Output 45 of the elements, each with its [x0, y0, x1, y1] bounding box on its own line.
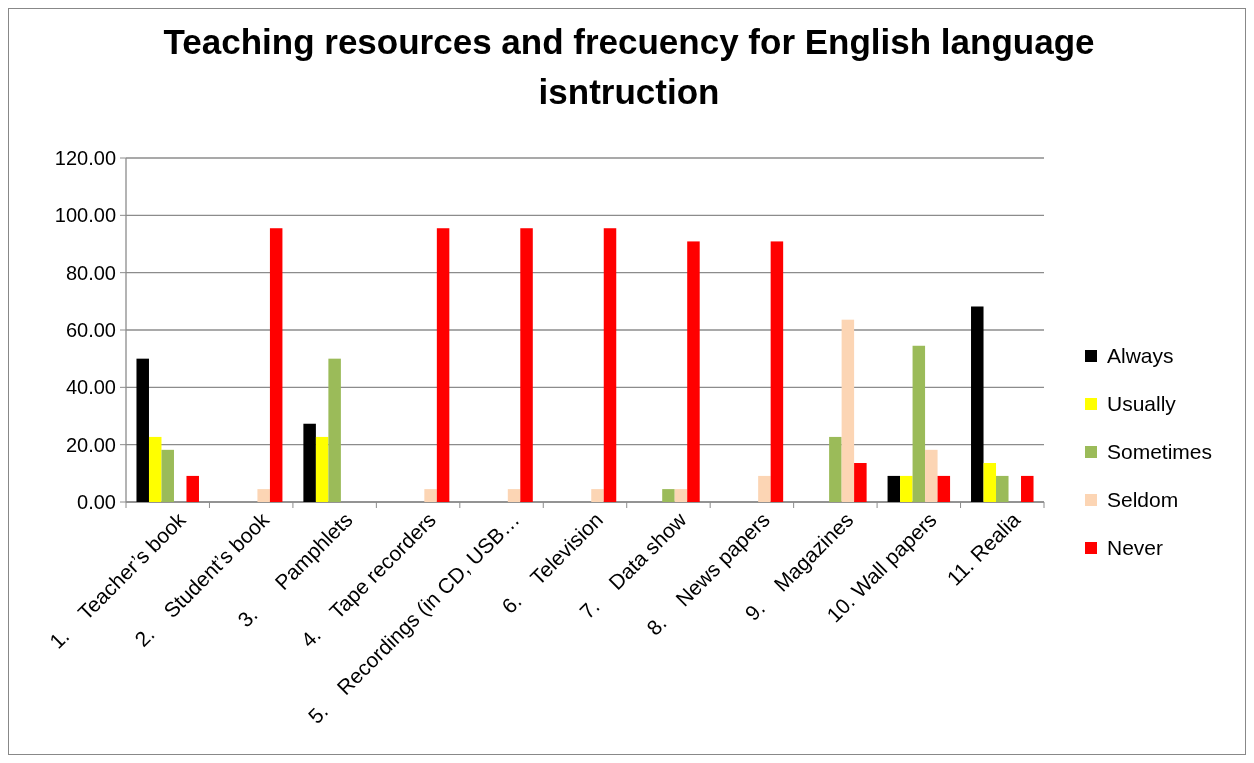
legend-label: Seldom — [1107, 488, 1179, 512]
bar — [900, 475, 913, 502]
y-tick-label: 120.00 — [54, 147, 116, 169]
y-tick-label: 20.00 — [65, 433, 116, 456]
y-tick-label: 100.00 — [54, 204, 116, 227]
bar — [841, 319, 855, 502]
y-tick-label: 0.00 — [77, 491, 116, 513]
legend-label: Sometimes — [1107, 440, 1213, 464]
bar — [257, 489, 270, 502]
bar — [520, 228, 533, 502]
bar — [328, 358, 341, 502]
bar — [591, 489, 604, 502]
bar — [829, 436, 842, 502]
bar — [971, 306, 984, 502]
bar — [161, 449, 174, 502]
bar — [1021, 475, 1034, 502]
bar — [315, 436, 329, 502]
bar — [770, 241, 784, 502]
bar — [436, 228, 450, 502]
bar — [687, 241, 700, 502]
bar — [424, 489, 437, 502]
bar — [937, 475, 951, 502]
y-tick-label: 80.00 — [65, 261, 116, 284]
bar — [662, 489, 675, 502]
legend-label: Always — [1107, 344, 1174, 368]
legend-label: Usually — [1107, 392, 1177, 416]
bar — [912, 345, 926, 502]
bar — [854, 463, 867, 502]
bar — [269, 228, 283, 502]
legend-label: Never — [1107, 536, 1164, 560]
bar — [603, 228, 617, 502]
bar — [148, 436, 162, 502]
y-tick-label: 40.00 — [65, 376, 116, 399]
bar — [887, 475, 901, 502]
bar — [674, 489, 688, 502]
bar — [303, 423, 316, 502]
bar — [507, 489, 521, 502]
bar — [925, 449, 938, 502]
y-tick-label: 60.00 — [65, 319, 116, 341]
bar — [186, 475, 199, 502]
bar — [136, 358, 149, 502]
bar — [758, 475, 771, 502]
bar — [983, 463, 997, 502]
bar — [996, 475, 1009, 502]
chart-title: Teaching resources and frecuency for English language isntruction — [162, 21, 1096, 113]
